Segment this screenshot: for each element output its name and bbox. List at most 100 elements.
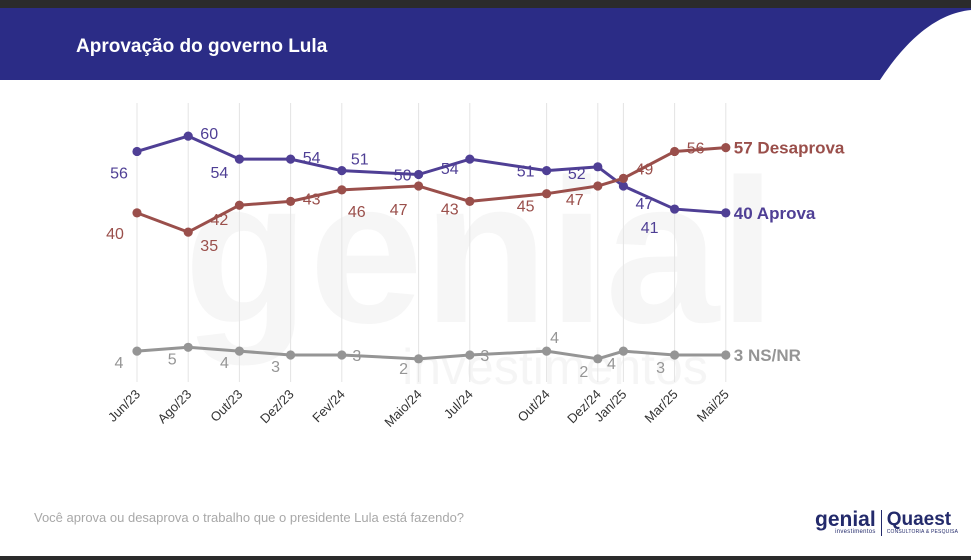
data-label: 50 xyxy=(394,168,412,185)
data-point xyxy=(721,350,731,360)
data-label: 46 xyxy=(348,204,366,221)
data-point xyxy=(670,146,680,157)
data-point xyxy=(593,162,603,172)
data-point xyxy=(593,354,603,364)
data-point xyxy=(337,350,347,360)
data-point xyxy=(618,346,629,356)
data-point xyxy=(618,181,629,191)
data-label: 49 xyxy=(636,161,654,178)
data-label: 5 xyxy=(168,351,177,368)
data-point xyxy=(670,204,680,214)
bottom-bar xyxy=(0,556,971,560)
data-label: 54 xyxy=(441,161,459,178)
series-line xyxy=(136,345,726,361)
data-label: 42 xyxy=(211,212,229,229)
data-point xyxy=(465,154,475,164)
data-label: 60 xyxy=(200,126,218,143)
data-point xyxy=(414,354,424,364)
series-desaprova: 40 35 42 43 46 47 43 45 47 49 56 57 Desaprova xyxy=(106,139,845,255)
data-label: 41 xyxy=(641,220,659,237)
data-point xyxy=(414,181,424,191)
data-point xyxy=(234,346,244,356)
quaest-logo-sub: CONSULTORIA & PESQUISA xyxy=(886,529,959,535)
data-label: 51 xyxy=(351,152,369,169)
data-label: 2 xyxy=(399,361,408,378)
data-point xyxy=(132,346,142,356)
data-label: 4 xyxy=(115,355,124,372)
data-point xyxy=(286,350,296,360)
data-point xyxy=(542,346,552,356)
data-label: 3 xyxy=(656,360,665,377)
series-end-label: 57 Desaprova xyxy=(734,139,845,158)
series-line xyxy=(136,146,726,234)
data-point xyxy=(542,166,552,176)
x-tick-label: Dez/23 xyxy=(257,387,297,427)
data-label: 54 xyxy=(211,165,229,182)
data-label: 4 xyxy=(607,356,616,373)
data-label: 54 xyxy=(303,150,321,167)
quaest-logo-text: Quaest xyxy=(886,509,952,530)
quaest-logo: Quaest CONSULTORIA & PESQUISA xyxy=(886,509,959,535)
data-label: 40 xyxy=(106,226,124,243)
genial-logo-text: genial xyxy=(815,508,876,531)
data-label: 3 xyxy=(352,348,361,365)
chart-title: Aprovação do governo Lula xyxy=(76,36,328,57)
data-point xyxy=(337,166,347,176)
data-label: 45 xyxy=(517,199,535,216)
data-label: 4 xyxy=(220,355,229,372)
data-point xyxy=(465,350,475,360)
genial-logo: genial investimentos xyxy=(815,508,876,535)
watermark-text-investimentos: investimentos xyxy=(402,339,708,395)
survey-question: Você aprova ou desaprova o trabalho que … xyxy=(34,510,465,525)
data-label: 43 xyxy=(441,201,459,218)
data-point xyxy=(234,154,244,164)
data-label: 47 xyxy=(636,196,654,213)
logo-divider xyxy=(880,510,882,536)
x-tick-label: Ago/23 xyxy=(155,387,195,427)
data-point xyxy=(183,227,193,237)
data-point xyxy=(618,173,629,183)
data-point xyxy=(414,169,424,180)
data-label: 35 xyxy=(200,238,218,255)
data-point xyxy=(132,208,142,218)
data-point xyxy=(542,189,552,199)
header-banner xyxy=(0,8,971,80)
data-label: 47 xyxy=(566,192,584,209)
genial-logo-sub: investimentos xyxy=(835,529,876,535)
data-label: 56 xyxy=(687,140,705,157)
data-point xyxy=(721,143,731,153)
series-end-label: 40 Aprova xyxy=(734,204,816,223)
data-point xyxy=(465,196,475,206)
data-label: 43 xyxy=(303,191,321,208)
data-label: 3 xyxy=(480,348,489,365)
logos: genial investimentos Quaest CONSULTORIA … xyxy=(815,508,958,538)
x-tick-label: Out/23 xyxy=(207,387,245,425)
data-point xyxy=(286,196,296,206)
x-tick-label: Jun/23 xyxy=(105,387,143,425)
header-shape xyxy=(0,8,971,80)
data-point xyxy=(337,185,347,195)
data-label: 47 xyxy=(390,202,408,219)
data-point xyxy=(234,200,244,210)
data-point xyxy=(132,146,142,157)
series-nsnr: 4 5 4 3 3 2 3 4 2 4 3 3 NS/NR xyxy=(115,330,801,381)
data-point xyxy=(286,154,296,164)
data-point xyxy=(183,131,193,141)
data-point xyxy=(183,342,193,352)
data-label: 4 xyxy=(550,330,559,347)
grid-lines xyxy=(136,103,727,382)
data-label: 56 xyxy=(110,165,128,182)
data-point xyxy=(670,350,680,360)
data-label: 52 xyxy=(568,166,586,183)
series-end-label: 3 NS/NR xyxy=(734,346,801,365)
series-aprova: 56 60 54 54 51 50 54 51 52 47 41 40 Aprova xyxy=(110,126,816,237)
data-label: 51 xyxy=(517,164,535,181)
top-bar xyxy=(0,0,971,8)
data-point xyxy=(721,208,731,218)
watermark: genial investimentos xyxy=(402,339,708,395)
data-point xyxy=(593,181,603,191)
series-line xyxy=(136,134,726,215)
data-label: 3 xyxy=(271,359,280,376)
